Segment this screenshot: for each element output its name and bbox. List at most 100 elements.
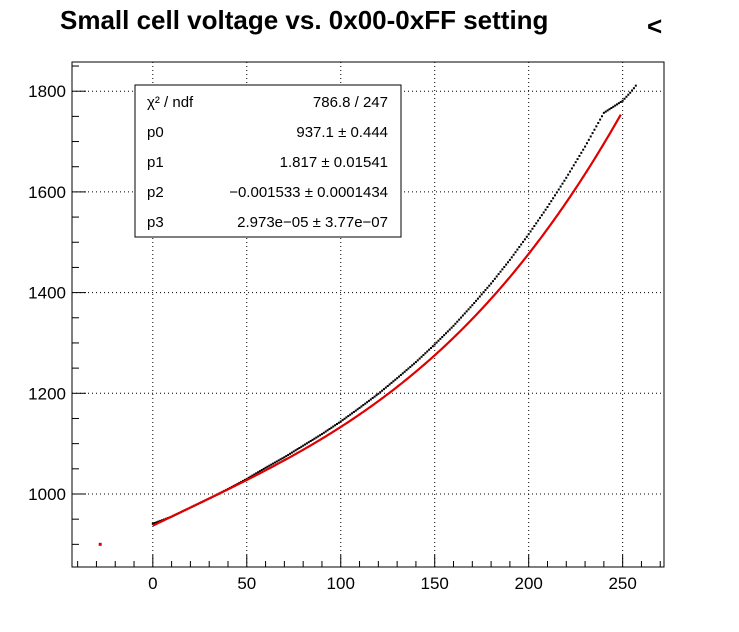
data-point — [527, 233, 530, 236]
data-point — [471, 304, 474, 307]
data-point — [292, 450, 295, 453]
data-point — [469, 306, 472, 309]
data-point — [610, 107, 613, 110]
data-point — [599, 118, 602, 121]
data-point — [433, 343, 436, 346]
data-point — [627, 93, 630, 96]
data-point — [540, 214, 543, 217]
data-point — [294, 449, 297, 452]
data-point — [155, 521, 158, 524]
data-point — [328, 428, 331, 431]
data-point — [621, 99, 624, 102]
data-point — [604, 110, 607, 113]
data-point — [287, 453, 290, 456]
data-point — [576, 158, 579, 161]
data-point — [473, 302, 476, 305]
data-point — [343, 417, 346, 420]
data-point — [602, 111, 605, 114]
data-point — [557, 188, 560, 191]
data-point — [600, 115, 603, 118]
data-point — [456, 320, 459, 323]
data-point — [574, 161, 577, 164]
data-point — [555, 191, 558, 194]
data-point — [616, 103, 619, 106]
x-tick-label: 100 — [327, 574, 355, 593]
data-point — [443, 334, 446, 337]
data-point — [411, 364, 414, 367]
data-point — [612, 105, 615, 108]
x-tick-label: 50 — [237, 574, 256, 593]
data-point — [475, 299, 478, 302]
data-point — [255, 472, 258, 475]
data-point — [491, 280, 494, 283]
data-point — [614, 104, 617, 107]
stats-box: χ² / ndf 786.8 / 247 p0 937.1 ± 0.444 p1… — [134, 84, 402, 238]
data-point — [337, 421, 340, 424]
data-point — [497, 273, 500, 276]
data-point — [268, 464, 271, 467]
data-point — [307, 441, 310, 444]
data-point — [270, 463, 273, 466]
data-point — [428, 348, 431, 351]
data-point — [503, 265, 506, 268]
data-point — [461, 314, 464, 317]
data-point — [490, 282, 493, 285]
data-point — [153, 521, 156, 524]
data-point — [315, 436, 318, 439]
data-point — [484, 289, 487, 292]
data-point — [399, 373, 402, 376]
data-point — [584, 145, 587, 148]
data-point — [572, 164, 575, 167]
data-point — [619, 100, 622, 103]
data-point — [499, 270, 502, 273]
data-point — [422, 354, 425, 357]
data-point — [358, 406, 361, 409]
data-point — [401, 372, 404, 375]
plot-frame — [71, 61, 665, 568]
x-tick-label: 250 — [608, 574, 636, 593]
data-point — [379, 391, 382, 394]
data-point — [625, 95, 628, 98]
data-point — [260, 469, 263, 472]
data-point — [629, 91, 632, 94]
stats-box-frame — [134, 84, 402, 238]
data-point — [535, 222, 538, 225]
data-point — [362, 404, 365, 407]
data-point — [157, 520, 160, 523]
data-point — [332, 425, 335, 428]
data-point — [277, 459, 280, 462]
data-point — [505, 263, 508, 266]
data-point — [258, 470, 261, 473]
data-point — [381, 389, 384, 392]
data-point — [345, 416, 348, 419]
data-point — [324, 430, 327, 433]
data-point — [595, 125, 598, 128]
y-tick-label: 1600 — [28, 183, 66, 202]
data-point — [488, 284, 491, 287]
data-point — [542, 211, 545, 214]
data-point — [384, 386, 387, 389]
data-point — [305, 442, 308, 445]
data-point — [507, 261, 510, 264]
data-point — [367, 399, 370, 402]
data-point — [414, 361, 417, 364]
data-point — [454, 322, 457, 325]
data-point — [460, 316, 463, 319]
data-point — [151, 522, 154, 525]
data-point — [441, 336, 444, 339]
data-point — [495, 275, 498, 278]
data-point — [567, 173, 570, 176]
y-tick-label: 1800 — [28, 82, 66, 101]
data-point — [322, 431, 325, 434]
data-point — [467, 308, 470, 311]
data-point — [565, 176, 568, 179]
data-point — [482, 291, 485, 294]
data-point — [418, 357, 421, 360]
data-point — [300, 445, 303, 448]
data-point — [266, 465, 269, 468]
data-point — [429, 346, 432, 349]
data-point — [518, 246, 521, 249]
data-point — [426, 350, 429, 353]
data-point — [339, 420, 342, 423]
data-point — [249, 475, 252, 478]
